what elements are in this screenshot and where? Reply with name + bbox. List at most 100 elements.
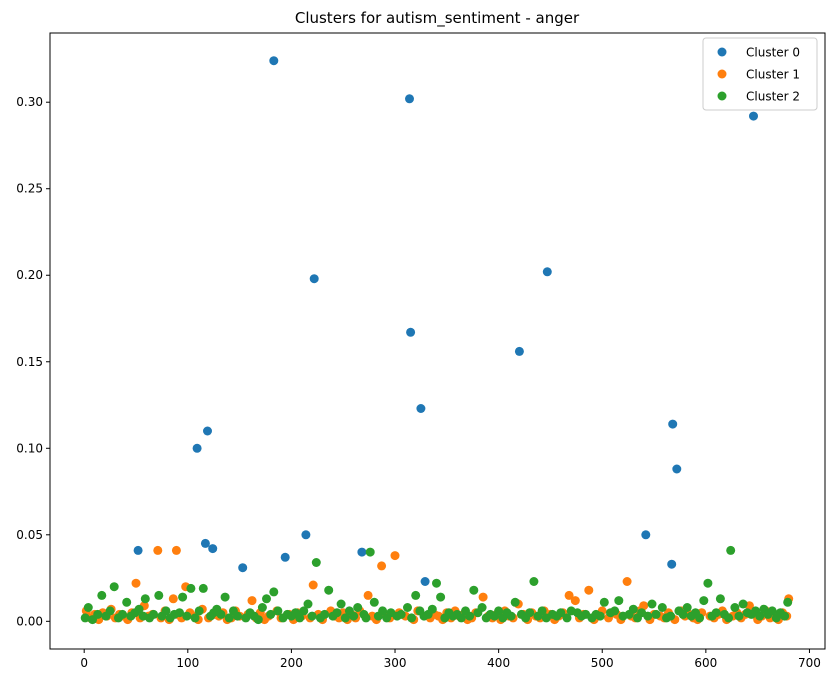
data-point-cluster-2 <box>407 613 417 623</box>
data-point-cluster-2 <box>369 597 379 607</box>
data-point-cluster-0 <box>208 544 218 554</box>
data-point-cluster-0 <box>200 538 210 548</box>
data-point-cluster-1 <box>584 585 594 595</box>
legend-label: Cluster 1 <box>746 68 800 82</box>
data-point-cluster-2 <box>273 606 283 616</box>
x-tick-label: 100 <box>176 656 199 670</box>
data-point-cluster-2 <box>182 611 192 621</box>
data-point-cluster-2 <box>465 611 475 621</box>
data-point-cluster-0 <box>280 552 290 562</box>
data-point-cluster-1 <box>377 561 387 571</box>
data-point-cluster-2 <box>703 578 713 588</box>
y-tick-label: 0.25 <box>16 182 43 196</box>
data-point-cluster-1 <box>131 578 141 588</box>
data-point-cluster-2 <box>396 609 406 619</box>
data-point-cluster-2 <box>80 613 90 623</box>
data-point-cluster-2 <box>349 611 359 621</box>
data-point-cluster-1 <box>570 596 580 606</box>
y-tick-label: 0.20 <box>16 268 43 282</box>
data-point-cluster-2 <box>134 604 144 614</box>
data-point-cluster-2 <box>320 609 330 619</box>
data-point-cluster-0 <box>667 559 677 569</box>
data-point-cluster-2 <box>432 578 441 588</box>
data-point-cluster-0 <box>203 426 212 436</box>
data-point-cluster-1 <box>171 545 181 555</box>
data-point-cluster-1 <box>363 590 373 600</box>
data-point-cluster-0 <box>668 419 678 429</box>
x-tick-label: 0 <box>80 656 88 670</box>
data-point-cluster-2 <box>105 606 115 616</box>
x-tick-label: 500 <box>591 656 614 670</box>
x-tick-label: 300 <box>384 656 407 670</box>
data-point-cluster-0 <box>406 327 416 337</box>
data-point-cluster-2 <box>269 587 279 597</box>
data-point-cluster-2 <box>780 611 790 621</box>
data-point-cluster-2 <box>198 583 208 593</box>
data-point-cluster-2 <box>427 604 437 614</box>
data-point-cluster-2 <box>149 609 159 619</box>
data-point-cluster-2 <box>220 592 230 602</box>
data-point-cluster-0 <box>542 267 552 277</box>
data-point-cluster-2 <box>83 603 93 612</box>
data-point-cluster-2 <box>403 603 412 612</box>
data-point-cluster-0 <box>269 56 279 66</box>
data-point-cluster-2 <box>469 585 479 595</box>
data-point-cluster-1 <box>247 596 257 606</box>
data-point-cluster-2 <box>186 583 196 593</box>
data-point-cluster-2 <box>556 608 566 618</box>
data-point-cluster-2 <box>154 590 164 600</box>
data-point-cluster-2 <box>216 609 226 619</box>
data-point-cluster-2 <box>436 592 446 602</box>
data-point-cluster-2 <box>651 609 661 619</box>
data-point-cluster-2 <box>194 606 204 616</box>
data-point-cluster-2 <box>295 613 305 623</box>
data-point-cluster-1 <box>168 594 178 604</box>
data-point-cluster-2 <box>510 597 520 607</box>
legend-marker <box>717 69 727 79</box>
data-point-cluster-2 <box>666 611 676 621</box>
data-point-cluster-2 <box>353 603 363 612</box>
data-point-cluster-2 <box>699 596 709 606</box>
data-point-cluster-2 <box>161 606 171 616</box>
data-point-cluster-2 <box>506 611 516 621</box>
data-point-cluster-1 <box>478 592 488 602</box>
data-point-cluster-0 <box>309 274 319 284</box>
data-point-cluster-2 <box>599 597 609 607</box>
data-point-cluster-2 <box>253 615 263 625</box>
y-tick-label: 0.15 <box>16 355 43 369</box>
data-point-cluster-2 <box>303 599 313 609</box>
y-tick-label: 0.00 <box>16 614 43 628</box>
data-point-cluster-2 <box>730 603 740 612</box>
x-tick-label: 200 <box>280 656 303 670</box>
data-point-cluster-2 <box>411 590 421 600</box>
data-point-cluster-2 <box>734 611 744 621</box>
legend-label: Cluster 2 <box>746 90 800 104</box>
data-point-cluster-2 <box>361 613 371 623</box>
data-point-cluster-1 <box>564 590 574 600</box>
data-point-cluster-2 <box>109 582 119 592</box>
legend-box <box>702 37 818 111</box>
data-point-cluster-2 <box>122 597 132 607</box>
data-point-cluster-2 <box>332 608 342 618</box>
data-point-cluster-0 <box>514 346 524 356</box>
data-point-cluster-2 <box>175 608 184 618</box>
chart-title: Clusters for autism_sentiment - anger <box>295 9 580 28</box>
data-point-cluster-2 <box>614 596 624 606</box>
data-point-cluster-2 <box>307 611 317 621</box>
data-point-cluster-2 <box>97 590 107 600</box>
data-point-cluster-2 <box>266 609 276 619</box>
axes: 0 100 200 300 400 500 600 700 0.00 0.05 0.10 0.15 0.… <box>16 95 821 670</box>
data-point-cluster-2 <box>494 606 504 616</box>
data-point-cluster-2 <box>783 597 793 607</box>
data-point-cluster-2 <box>340 613 350 623</box>
data-point-cluster-2 <box>456 613 466 623</box>
data-point-cluster-2 <box>324 585 334 595</box>
data-point-cluster-2 <box>657 603 667 612</box>
legend: Cluster 0 Cluster 1 Cluster 2 <box>702 37 818 111</box>
legend-marker <box>717 47 727 57</box>
data-point-cluster-2 <box>477 603 487 612</box>
data-point-cluster-0 <box>405 94 414 104</box>
data-point-cluster-2 <box>190 613 200 623</box>
data-point-cluster-0 <box>641 530 651 540</box>
data-point-cluster-2 <box>336 599 346 609</box>
